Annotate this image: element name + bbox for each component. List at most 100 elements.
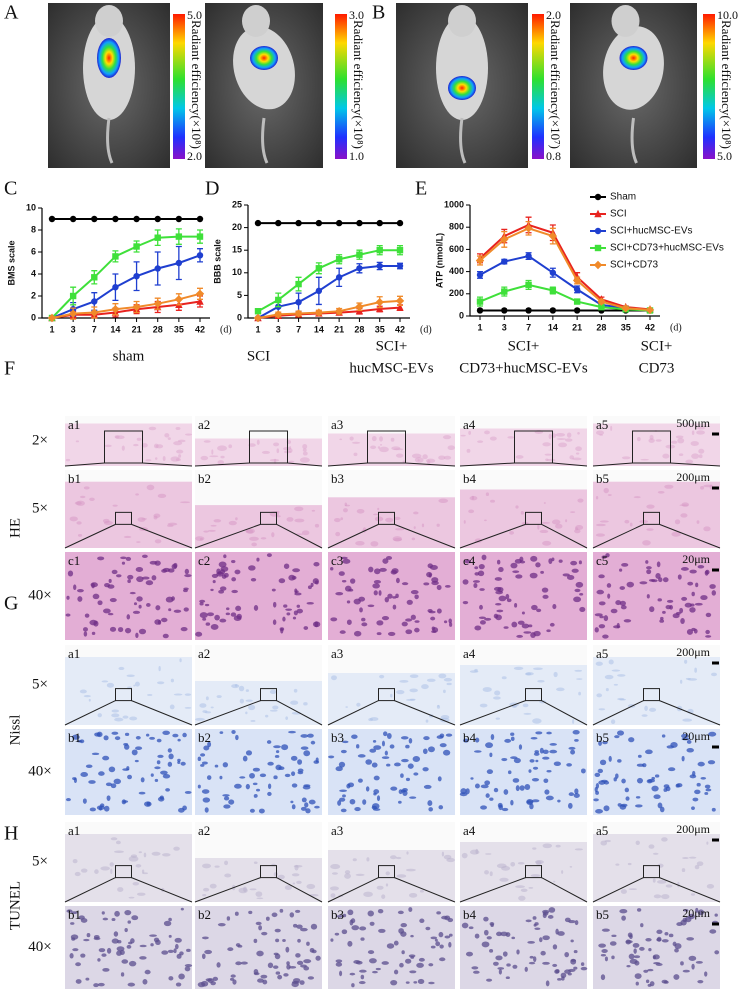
signal [619, 46, 648, 70]
cell [678, 453, 684, 456]
cell [633, 496, 641, 499]
cell [299, 457, 310, 463]
cell [238, 685, 245, 692]
cell [443, 854, 452, 860]
cell [438, 673, 447, 679]
cell [474, 566, 479, 570]
cell [217, 445, 227, 451]
cell [109, 626, 117, 632]
cell [595, 783, 600, 789]
cell [228, 799, 235, 805]
marker [112, 284, 119, 291]
cell [428, 573, 432, 578]
cell [549, 749, 558, 754]
marker [254, 219, 262, 227]
cell [574, 788, 579, 795]
cell [461, 922, 469, 929]
cell [177, 439, 186, 443]
panel-id: a4 [463, 646, 476, 661]
cell [405, 981, 410, 984]
cell [292, 568, 301, 573]
cell [447, 445, 455, 451]
cell [195, 536, 205, 541]
cell [386, 733, 392, 740]
cell [422, 767, 429, 772]
cell [704, 792, 709, 795]
cell [335, 766, 343, 772]
cell [349, 972, 356, 976]
cell [646, 594, 650, 599]
cell [223, 804, 231, 809]
cell [500, 931, 508, 937]
cell [143, 852, 147, 858]
cell [77, 596, 83, 602]
cell [379, 567, 387, 572]
cell [573, 596, 582, 603]
cell [501, 866, 511, 871]
cell [338, 571, 345, 576]
cell [179, 658, 182, 663]
cell [463, 738, 469, 743]
cell [345, 706, 349, 708]
tissue [460, 489, 587, 548]
series-line [257, 306, 401, 319]
cell [567, 972, 572, 976]
cell [125, 556, 132, 561]
cell [159, 795, 164, 800]
cell [219, 586, 227, 591]
cell [381, 615, 390, 621]
marker [315, 219, 323, 227]
cell [688, 913, 695, 920]
cell [165, 788, 171, 792]
cell [111, 709, 120, 713]
cell [294, 506, 304, 512]
cell [346, 600, 351, 604]
cell [564, 951, 570, 958]
cell [598, 574, 605, 579]
cell [285, 946, 290, 953]
cell [714, 950, 720, 955]
cell [494, 577, 503, 581]
cell [632, 942, 640, 948]
zoom-lines [592, 877, 721, 903]
cell [245, 783, 250, 790]
cell [301, 530, 310, 536]
cell [611, 955, 615, 960]
cell [603, 615, 609, 622]
cell [542, 540, 552, 546]
micrograph [592, 470, 721, 549]
cell [120, 556, 127, 560]
cell [445, 733, 453, 737]
cell [139, 944, 147, 948]
cell [124, 744, 130, 750]
cell [395, 528, 405, 531]
cell [656, 929, 663, 935]
micrograph [592, 416, 721, 467]
mouse-tail [106, 117, 114, 164]
cell [252, 782, 258, 786]
y-tick-label: 10 [26, 202, 36, 212]
cell [272, 965, 279, 969]
cell [551, 557, 555, 562]
cell [659, 619, 665, 623]
cell [448, 933, 453, 937]
cell [106, 682, 115, 688]
marker [549, 287, 557, 294]
cell [275, 764, 282, 771]
cell [302, 451, 308, 456]
marker [154, 234, 161, 241]
cell [257, 978, 264, 983]
cell [179, 951, 184, 956]
cell [616, 730, 625, 736]
x-tick-label: 21 [132, 324, 142, 334]
cell [314, 805, 320, 809]
cell [421, 523, 425, 528]
cell [600, 840, 608, 846]
x-tick-label: 21 [334, 324, 344, 334]
cell [689, 569, 697, 574]
cell [221, 574, 227, 579]
cell [344, 504, 351, 507]
y-tick-label: 800 [449, 222, 464, 232]
cell [73, 584, 77, 591]
cell [532, 916, 537, 920]
